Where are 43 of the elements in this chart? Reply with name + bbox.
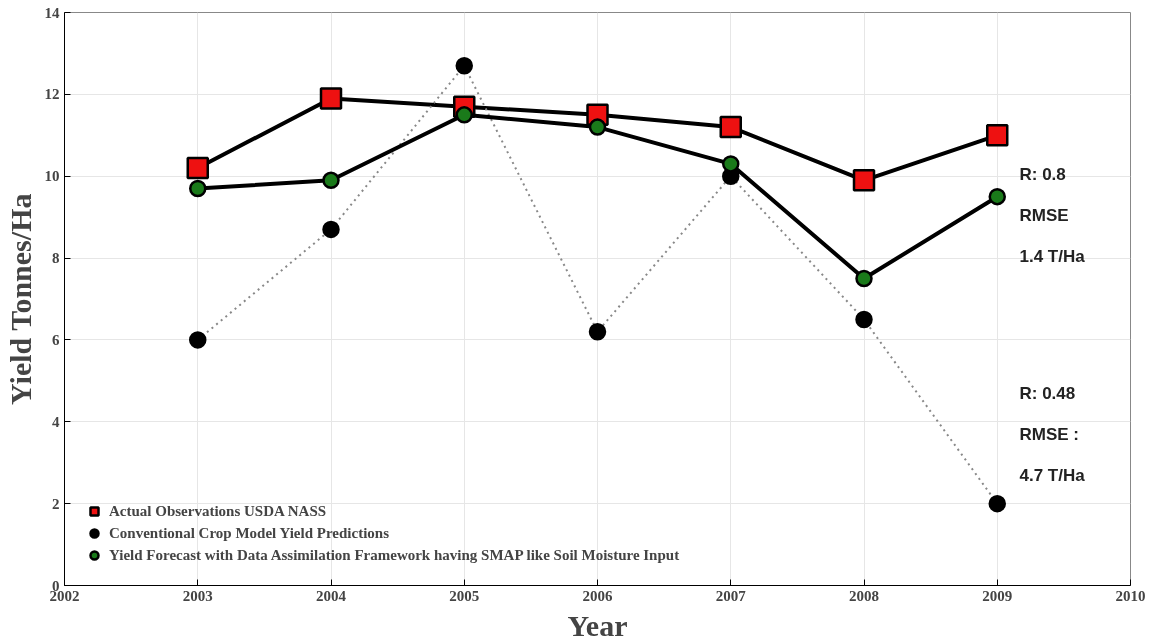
point xyxy=(186,156,209,180)
y-tick-label: 10 xyxy=(44,168,60,185)
annotation: 4.7 T/Ha xyxy=(1019,466,1086,485)
y-axis-title: Yield Tonnes/Ha xyxy=(3,193,37,405)
annotation: R: 0.48 xyxy=(1019,384,1076,403)
point xyxy=(319,87,343,110)
x-tick-label: 2010 xyxy=(1115,587,1146,604)
y-tick-label: 8 xyxy=(52,250,60,267)
legend-label: Actual Observations USDA NASS xyxy=(109,502,327,520)
annotation: R: 0.8 xyxy=(1019,165,1066,184)
x-tick-label: 2004 xyxy=(316,587,347,604)
x-tick-label: 2005 xyxy=(449,587,480,604)
point xyxy=(322,171,340,190)
annotation: 1.4 T/Ha xyxy=(1019,247,1086,266)
point xyxy=(855,269,873,288)
point xyxy=(988,187,1006,206)
y-tick-label: 12 xyxy=(44,86,60,103)
x-tick-label: 2008 xyxy=(849,587,879,604)
x-axis-title: Year xyxy=(567,608,628,642)
point xyxy=(988,494,1006,513)
point xyxy=(986,124,1009,147)
annotation: RMSE xyxy=(1019,206,1069,225)
point xyxy=(189,331,207,349)
point xyxy=(322,220,340,239)
y-tick-label: 4 xyxy=(52,413,60,430)
point xyxy=(455,56,473,75)
x-tick-label: 2003 xyxy=(182,587,213,604)
point xyxy=(852,169,876,192)
x-tick-label: 2007 xyxy=(715,587,747,604)
y-tick-label: 6 xyxy=(52,331,60,348)
y-tick-label: 2 xyxy=(52,495,60,512)
point xyxy=(719,115,742,139)
x-tick-label: 2006 xyxy=(582,587,613,604)
point xyxy=(588,323,607,341)
point xyxy=(855,310,873,329)
x-tick-label: 2009 xyxy=(982,587,1013,604)
legend-label: Conventional Crop Model Yield Predictions xyxy=(109,524,390,542)
point xyxy=(189,179,207,198)
y-tick-label: 14 xyxy=(44,4,60,21)
annotation: RMSE : xyxy=(1019,425,1079,444)
point xyxy=(722,155,740,173)
legend-label: Yield Forecast with Data Assimilation Framework having SMAP like Soil Moisture Input xyxy=(109,546,680,564)
point xyxy=(588,118,607,136)
